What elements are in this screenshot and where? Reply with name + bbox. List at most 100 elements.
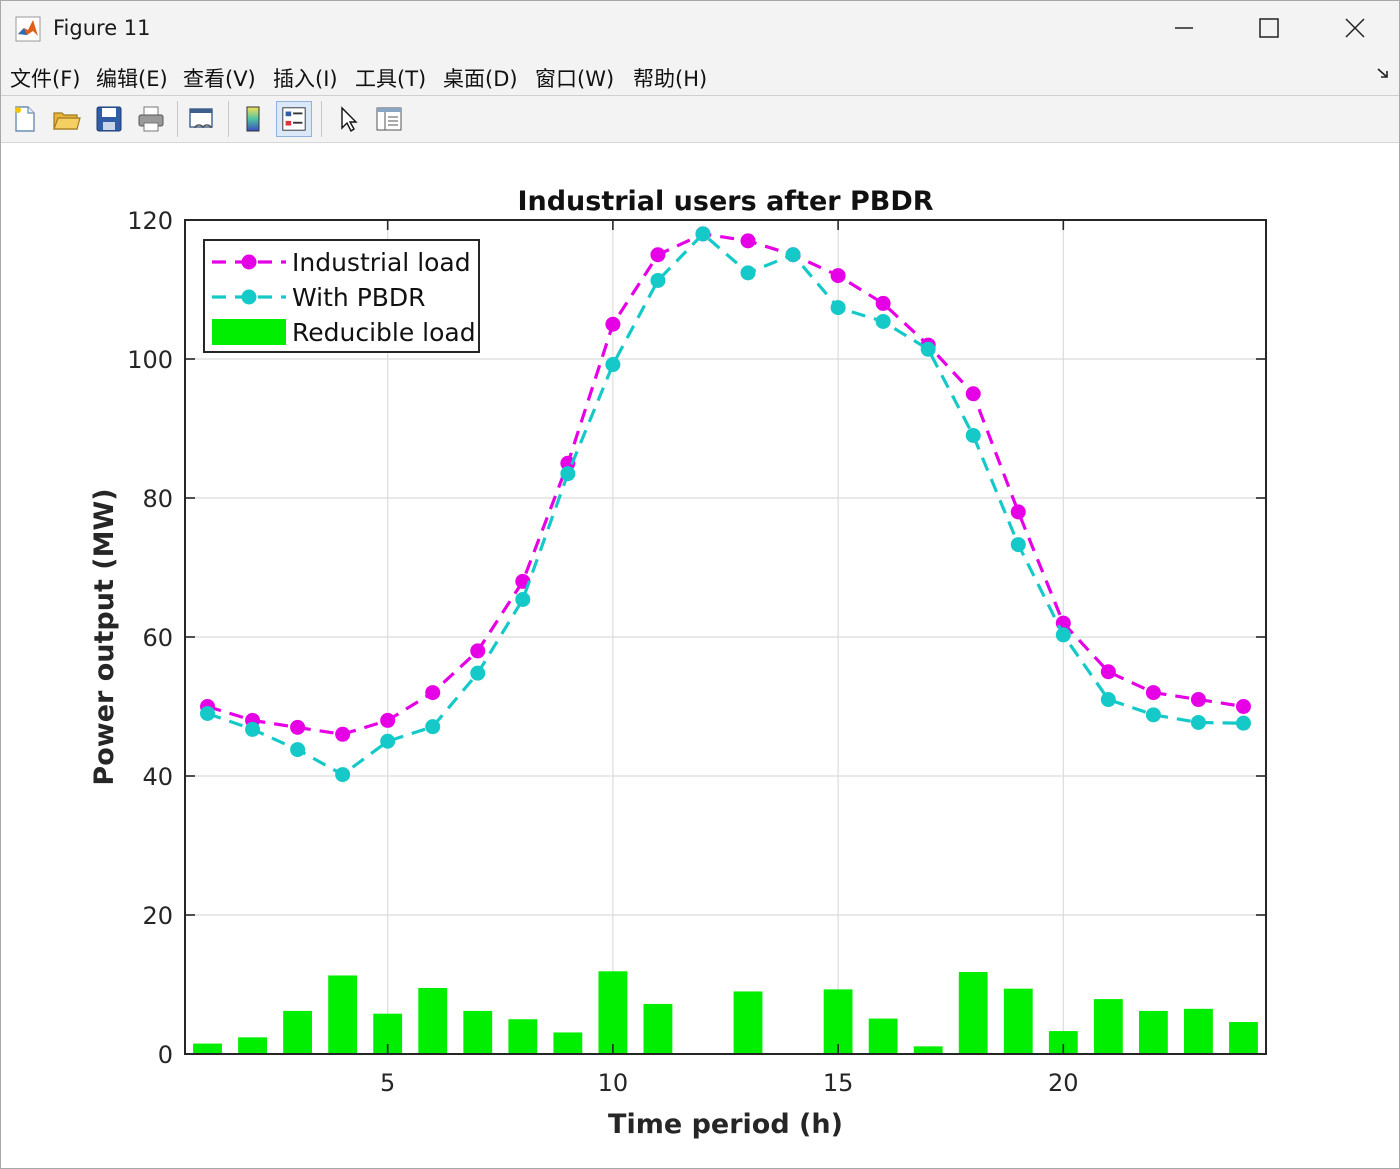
bar-reducible-load <box>283 1010 313 1054</box>
bar-reducible-load <box>598 971 628 1054</box>
property-inspector-button[interactable] <box>371 101 407 137</box>
new-figure-button[interactable] <box>6 101 42 137</box>
x-tick-label: 10 <box>598 1069 629 1097</box>
point-industrial-load <box>425 685 441 701</box>
y-tick-label: 100 <box>127 346 173 374</box>
point-with-pbdr <box>830 300 846 316</box>
menu-edit[interactable]: 编辑(E) <box>96 67 168 91</box>
y-tick-label: 20 <box>142 902 173 930</box>
x-axis-label: Time period (h) <box>608 1109 843 1140</box>
point-industrial-load <box>740 233 756 249</box>
menu-desktop[interactable]: 桌面(D) <box>443 67 518 91</box>
bar-reducible-load <box>1048 1031 1078 1054</box>
point-with-pbdr <box>1190 714 1206 730</box>
point-industrial-load <box>335 726 351 742</box>
save-button[interactable] <box>91 101 127 137</box>
menu-window[interactable]: 窗口(W) <box>535 67 615 91</box>
point-with-pbdr <box>200 705 216 721</box>
menu-help[interactable]: 帮助(H) <box>633 67 708 91</box>
point-with-pbdr <box>380 733 396 749</box>
minimize-button[interactable] <box>1141 1 1227 55</box>
toolbar-separator <box>228 101 229 137</box>
colorbar-button[interactable] <box>235 101 271 137</box>
toolbar-separator <box>321 101 322 137</box>
bar-reducible-load <box>328 975 358 1054</box>
legend-swatch-reducible-load <box>212 319 286 345</box>
close-icon <box>1345 18 1365 38</box>
point-industrial-load <box>560 455 576 471</box>
print-button[interactable] <box>133 101 169 137</box>
x-tick-label: 20 <box>1048 1069 1079 1097</box>
legend-button[interactable] <box>276 101 312 137</box>
minimize-icon <box>1175 27 1193 29</box>
point-with-pbdr <box>515 591 531 607</box>
legend-marker-industrial-load <box>241 254 257 270</box>
bar-reducible-load <box>238 1037 267 1054</box>
point-with-pbdr <box>335 767 351 783</box>
point-with-pbdr <box>560 466 576 482</box>
menu-file[interactable]: 文件(F) <box>10 67 81 91</box>
point-with-pbdr <box>425 719 441 735</box>
bar-reducible-load <box>1229 1022 1258 1054</box>
open-file-button[interactable] <box>48 101 84 137</box>
bar-reducible-load <box>1003 988 1033 1054</box>
property-inspector-icon <box>376 107 402 131</box>
point-industrial-load <box>1100 664 1116 680</box>
chart: 5 10 15 20 0 20 40 60 80 100 120 Industrial users a… <box>89 186 1267 1140</box>
point-industrial-load <box>830 268 846 284</box>
point-industrial-load <box>605 316 621 332</box>
matlab-logo-icon <box>15 16 41 42</box>
point-with-pbdr <box>785 247 801 263</box>
menu-tools[interactable]: 工具(T) <box>355 67 427 91</box>
point-industrial-load <box>1190 692 1206 708</box>
point-with-pbdr <box>1055 627 1071 643</box>
figure-toolbar <box>1 96 1399 143</box>
point-industrial-load <box>1010 504 1026 520</box>
title-bar: Figure 11 <box>1 1 1399 55</box>
pointer-icon <box>341 106 358 133</box>
y-tick-label: 60 <box>142 624 173 652</box>
window-title: Figure 11 <box>53 16 151 40</box>
dock-arrow-icon[interactable] <box>1375 65 1391 81</box>
point-with-pbdr <box>470 665 486 681</box>
menu-view[interactable]: 查看(V) <box>183 67 256 91</box>
point-industrial-load <box>1145 685 1161 701</box>
close-button[interactable] <box>1312 1 1398 55</box>
legend-marker-with-pbdr <box>241 289 257 305</box>
point-with-pbdr <box>290 742 306 758</box>
pointer-button[interactable] <box>329 101 365 137</box>
bar-reducible-load <box>193 1043 222 1054</box>
point-with-pbdr <box>605 357 621 373</box>
point-with-pbdr <box>965 427 981 443</box>
bar-reducible-load <box>508 1019 538 1054</box>
bar-reducible-load <box>733 991 763 1054</box>
menu-insert[interactable]: 插入(I) <box>273 67 338 91</box>
series-line-with-pbdr <box>206 231 1244 777</box>
save-icon <box>96 106 122 132</box>
x-tick-label: 5 <box>380 1069 395 1097</box>
point-with-pbdr <box>875 313 891 329</box>
y-tick-label: 0 <box>158 1041 173 1069</box>
point-with-pbdr <box>245 721 261 737</box>
bar-reducible-load <box>913 1046 943 1054</box>
menu-bar: 文件(F) 编辑(E) 查看(V) 插入(I) 工具(T) 桌面(D) 窗口(W… <box>1 55 1399 96</box>
maximize-icon <box>1259 18 1279 38</box>
point-industrial-load <box>380 712 396 728</box>
link-plot-button[interactable] <box>184 101 220 137</box>
y-axis-label: Power output (MW) <box>89 488 120 785</box>
colorbar-icon <box>246 106 260 132</box>
maximize-button[interactable] <box>1226 1 1312 55</box>
point-with-pbdr <box>695 226 711 242</box>
legend-label-industrial-load: Industrial load <box>292 248 471 277</box>
bar-reducible-load <box>418 987 448 1054</box>
legend-icon <box>282 107 306 131</box>
bar-reducible-load <box>463 1010 493 1054</box>
x-tick-label: 15 <box>823 1069 854 1097</box>
point-with-pbdr <box>920 341 936 357</box>
point-industrial-load <box>470 643 486 659</box>
open-file-icon <box>53 112 81 130</box>
chart-title: Industrial users after PBDR <box>517 186 933 217</box>
toolbar-separator <box>177 101 178 137</box>
bar-reducible-load <box>553 1032 583 1054</box>
